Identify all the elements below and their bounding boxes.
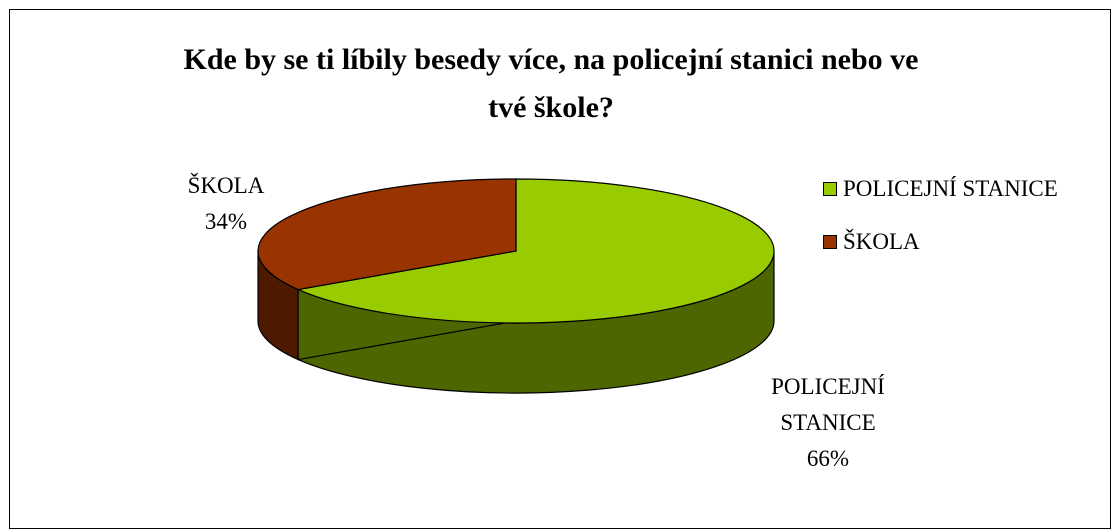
data-label-policejni-stanice-line-2: STANICE [780, 410, 875, 435]
chart-title-line-2: tvé škole? [488, 91, 614, 124]
data-label-policejni-stanice-line-3: 66% [807, 446, 849, 471]
chart-title-line-1: Kde by se ti líbily besedy více, na poli… [183, 43, 919, 76]
legend-label-policejni-stanice: POLICEJNÍ STANICE [843, 176, 1058, 201]
data-label-skola-line-1: ŠKOLA [188, 172, 265, 198]
legend-label-skola: ŠKOLA [843, 229, 920, 254]
legend-item-policejni-stanice: POLICEJNÍ STANICE [823, 175, 1058, 203]
pie-slice-policejni-stanice [296, 178, 775, 324]
legend-item-skola: ŠKOLA [823, 228, 920, 256]
data-label-policejni-stanice-line-1: POLICEJNÍ [771, 374, 885, 399]
chart-title: Kde by se ti líbily besedy více, na poli… [0, 36, 1102, 132]
data-label-skola-line-2: 34% [205, 209, 247, 234]
pie-chart: POLICEJNÍ STANICE 66% ŠKOLA 34% [188, 172, 885, 471]
legend-swatch-policejni-stanice [823, 182, 837, 196]
legend-swatch-skola [823, 235, 837, 249]
pie-slice-skola [257, 178, 517, 291]
